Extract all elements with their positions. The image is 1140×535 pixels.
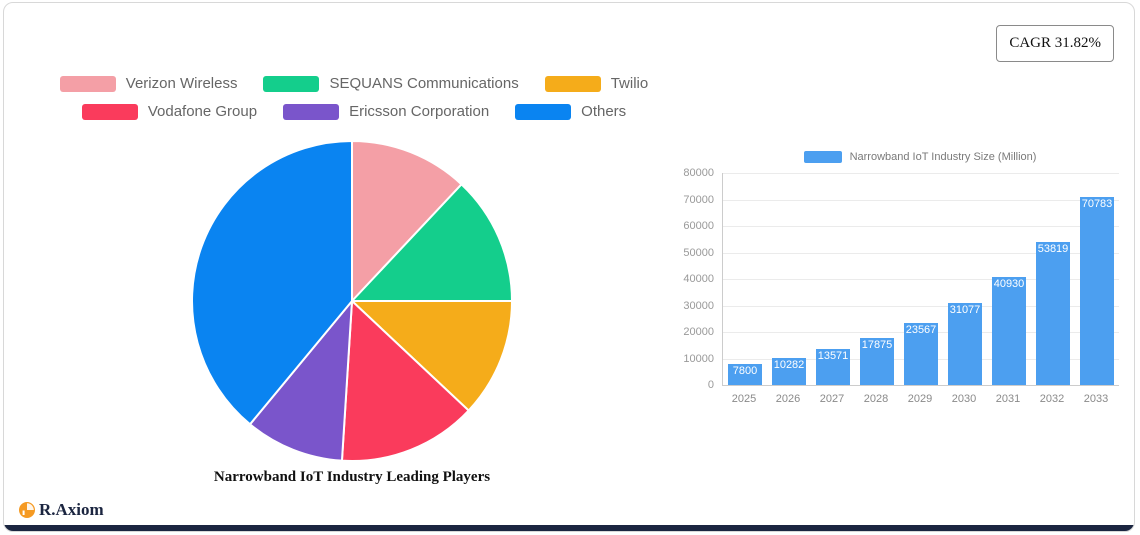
bar-2030[interactable]: 31077 (948, 303, 982, 385)
bar-value-label: 13571 (817, 350, 849, 362)
x-tick-label-2029: 2029 (907, 393, 933, 405)
bar-column-2027: 13571 (811, 349, 855, 385)
gridline (723, 252, 1119, 254)
x-tick-label-2026: 2026 (775, 393, 801, 405)
legend-item-others[interactable]: Others (515, 103, 626, 120)
bar-plot-row: 0 10000 20000 30000 40000 50000 60000 70000 8000… (672, 167, 1132, 391)
pie-slice-ericsson-corporation[interactable] (248, 297, 354, 462)
y-tick-label: 0 (707, 379, 714, 391)
legend-swatch (59, 75, 116, 92)
bar-value-label: 17875 (861, 339, 893, 351)
legend-item-sequans-communications[interactable]: SEQUANS Communications (263, 75, 519, 92)
gridline (723, 173, 1119, 174)
y-tick-label: 30000 (683, 299, 714, 312)
y-tick-label: 20000 (683, 326, 714, 338)
bar-column-2028: 17875 (855, 338, 899, 385)
y-tick-label: 70000 (683, 193, 714, 206)
bar-column-2029: 23567 (899, 323, 943, 385)
y-tick-label: 40000 (683, 273, 714, 285)
bar-legend-label: Narrowband IoT Industry Size (Million) (849, 151, 1037, 163)
gridline (723, 226, 1119, 227)
cagr-badge: CAGR 31.82% (996, 25, 1114, 62)
x-tick-label-2025: 2025 (731, 393, 757, 405)
brand-icon (19, 502, 35, 518)
gridline (723, 305, 1119, 307)
legend-swatch (81, 103, 138, 120)
legend-label: Ericsson Corporation (349, 103, 490, 120)
x-tick-label-2027: 2027 (819, 393, 845, 405)
legend-swatch (544, 75, 601, 92)
legend-row: Vodafone Group Ericsson Corporation Others (81, 103, 626, 120)
gridline (723, 199, 1119, 201)
x-tick-label-2031: 2031 (995, 393, 1021, 405)
legend-swatch (515, 103, 572, 120)
legend-item-ericsson-corporation[interactable]: Ericsson Corporation (283, 103, 489, 120)
pie-slice-vodafone-group[interactable] (340, 298, 471, 462)
bar-2029[interactable]: 23567 (904, 323, 938, 385)
bar-column-2033: 70783 (1075, 197, 1119, 385)
y-tick-label: 10000 (683, 352, 714, 365)
bars-container: 7800 10282 13571 17875 23567 31077 40930 53819 7… (723, 173, 1119, 385)
bar-2027[interactable]: 13571 (816, 349, 850, 385)
pie-svg (191, 139, 514, 462)
y-tick-label: 50000 (683, 246, 714, 259)
y-tick-label: 80000 (683, 167, 714, 179)
pie-legend: Verizon Wireless SEQUANS Communications Tw… (44, 75, 664, 120)
pie-chart (187, 136, 517, 466)
legend-label: Twilio (610, 75, 649, 92)
legend-item-verizon-wireless[interactable]: Verizon Wireless (59, 75, 238, 92)
bar-column-2032: 53819 (1031, 242, 1075, 385)
legend-item-vodafone-group[interactable]: Vodafone Group (81, 103, 258, 120)
y-tick-label: 60000 (683, 220, 714, 232)
bar-2025[interactable]: 7800 (728, 364, 762, 385)
bar-chart: Narrowband IoT Industry Size (Million) 0… (672, 149, 1132, 405)
legend-label: Verizon Wireless (125, 75, 238, 92)
pie-title: Narrowband IoT Industry Leading Players (213, 469, 491, 485)
report-card: CAGR 31.82% Verizon Wireless SEQUANS Comm… (3, 2, 1135, 532)
bar-legend-swatch (803, 151, 842, 163)
bar-2031[interactable]: 40930 (992, 277, 1026, 385)
x-axis-labels: 2025 2026 2027 2028 2029 2030 2031 2032 2033 (722, 393, 1118, 405)
brand-name: R.Axiom (39, 500, 104, 519)
bar-value-label: 23567 (905, 324, 937, 336)
x-tick-label-2030: 2030 (951, 393, 977, 405)
bar-2033[interactable]: 70783 (1080, 197, 1114, 385)
bar-2028[interactable]: 17875 (860, 338, 894, 385)
legend-label: Vodafone Group (147, 103, 258, 120)
legend-swatch (283, 103, 340, 120)
bar-legend-item[interactable]: Narrowband IoT Industry Size (Million) (722, 149, 1118, 165)
legend-item-twilio[interactable]: Twilio (544, 75, 649, 92)
bar-2032[interactable]: 53819 (1036, 242, 1070, 385)
legend-swatch (263, 75, 320, 92)
y-axis-labels: 0 10000 20000 30000 40000 50000 60000 70000 8000… (672, 167, 722, 391)
bar-column-2030: 31077 (943, 303, 987, 385)
bar-2026[interactable]: 10282 (772, 358, 806, 385)
gridline (723, 279, 1119, 280)
legend-label: Others (581, 103, 627, 120)
x-tick-label-2032: 2032 (1039, 393, 1065, 405)
pie-slice-verizon-wireless[interactable] (351, 139, 463, 304)
bar-column-2025: 7800 (723, 364, 767, 385)
legend-row: Verizon Wireless SEQUANS Communications Tw… (59, 75, 649, 92)
pie-slice-sequans-communications[interactable] (349, 182, 514, 302)
bar-value-label: 53819 (1037, 243, 1069, 255)
bar-value-label: 10282 (773, 359, 805, 371)
bar-column-2031: 40930 (987, 277, 1031, 385)
x-tick-label-2033: 2033 (1083, 393, 1109, 405)
pie-slice-others[interactable] (191, 139, 353, 426)
bar-value-label: 31077 (949, 304, 981, 316)
bar-column-2026: 10282 (767, 358, 811, 385)
bar-value-label: 7800 (732, 365, 758, 377)
card-bottom-accent (4, 525, 1134, 531)
bar-value-label: 40930 (993, 278, 1025, 290)
legend-label: SEQUANS Communications (329, 75, 519, 92)
pie-slice-twilio[interactable] (349, 300, 514, 412)
x-tick-label-2028: 2028 (863, 393, 889, 405)
bar-plot-area: 7800 10282 13571 17875 23567 31077 40930 53819 7… (722, 173, 1119, 386)
bar-value-label: 70783 (1081, 198, 1113, 210)
brand-logo: R.Axiom (18, 500, 104, 520)
